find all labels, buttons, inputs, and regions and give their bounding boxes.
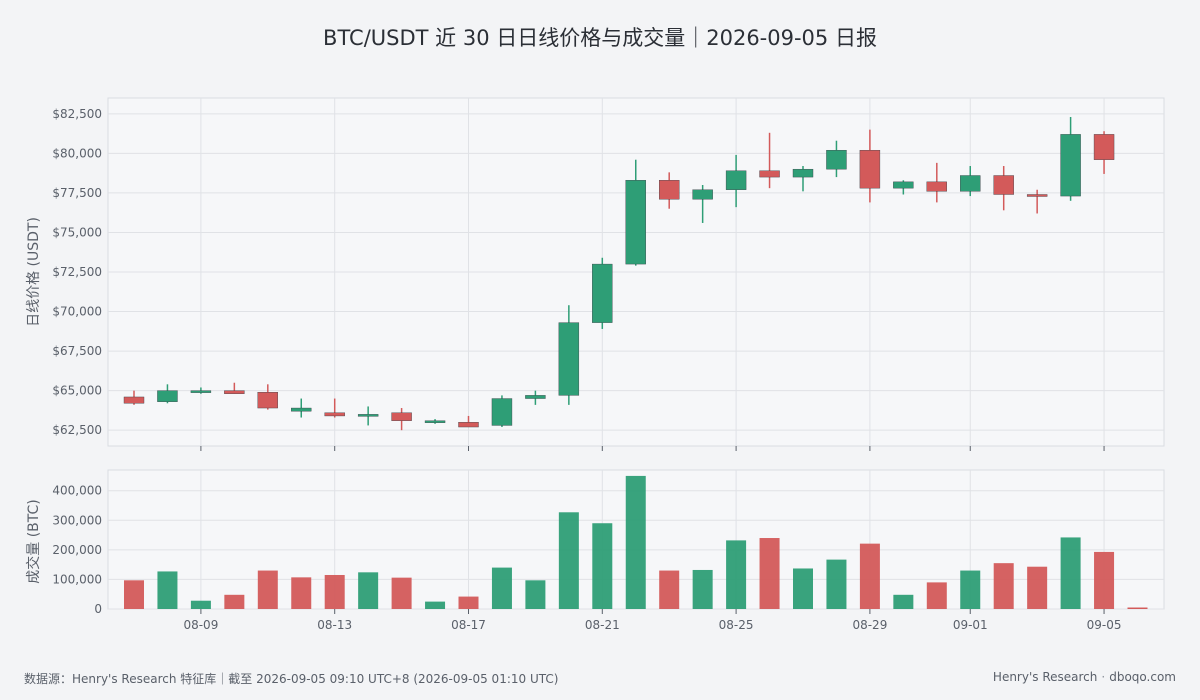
volume-bar (993, 563, 1014, 609)
candle-body (1026, 194, 1048, 197)
candle-body (659, 180, 680, 200)
candle-body (1060, 134, 1081, 197)
volume-bar (124, 580, 144, 609)
candle-body (224, 390, 245, 394)
candle-body (826, 149, 847, 170)
volume-bar (759, 538, 780, 609)
candle-body (893, 181, 914, 189)
x-tick-label: 09-05 (1087, 618, 1122, 632)
candle-body (391, 412, 412, 421)
candle-body (625, 180, 646, 265)
volume-bar (491, 567, 512, 609)
volume-bar (391, 577, 412, 609)
volume-bar (1094, 551, 1115, 609)
candle-body (792, 168, 814, 178)
price-tick-label: $80,000 (52, 146, 102, 160)
candle-body (926, 181, 947, 192)
price-tick-label: $82,500 (52, 107, 102, 121)
chart-title: BTC/USDT 近 30 日日线价格与成交量｜2026-09-05 日报 (323, 26, 877, 50)
candle-body (157, 390, 178, 402)
price-tick-label: $75,000 (52, 225, 102, 239)
volume-bar (1060, 537, 1081, 609)
candle-body (558, 322, 580, 396)
candle-body (123, 396, 145, 404)
candle-body (859, 149, 881, 189)
volume-bar (425, 601, 446, 609)
volume-bar (692, 569, 713, 609)
x-tick-label: 08-21 (585, 618, 620, 632)
volume-bar (1027, 566, 1048, 609)
candle-body (458, 422, 479, 428)
volume-bar (458, 596, 479, 609)
candle-body (993, 175, 1014, 195)
x-tick-label: 09-01 (953, 618, 988, 632)
volume-tick-label: 300,000 (52, 513, 102, 527)
footer-separator: · (1101, 670, 1106, 684)
volume-bar (893, 594, 914, 609)
volume-bar (659, 570, 680, 609)
candle-body (291, 407, 312, 412)
x-tick-label: 08-17 (451, 618, 486, 632)
x-tick-label: 08-29 (852, 618, 887, 632)
price-tick-label: $62,500 (52, 423, 102, 437)
price-y-axis-label: 日线价格 (USDT) (26, 217, 42, 327)
footer-brand: Henry's Research · dboqo.com (993, 670, 1176, 684)
candle-body (1093, 134, 1115, 160)
volume-bar (257, 570, 278, 609)
price-tick-label: $70,000 (52, 305, 102, 319)
volume-y-axis-label: 成交量 (BTC) (25, 499, 42, 584)
volume-tick-label: 0 (94, 602, 102, 616)
candle-body (759, 170, 780, 178)
candle-body (592, 263, 613, 323)
volume-tick-label: 400,000 (52, 484, 102, 498)
candle-body (424, 420, 446, 423)
volume-bar (525, 580, 546, 609)
candle-body (257, 392, 278, 409)
volume-bar (726, 540, 747, 609)
footer-brand-name: Henry's Research (992, 670, 1098, 684)
volume-bar (558, 512, 579, 609)
candle-body (960, 175, 981, 192)
price-tick-label: $77,500 (52, 186, 102, 200)
volume-panel: 0 100,000 200,000 300,000 400,000 08-09 08-13 0… (25, 469, 1165, 632)
candle-body (491, 398, 513, 426)
volume-bar (926, 582, 947, 609)
price-tick-label: $65,000 (52, 384, 102, 398)
footer-domain[interactable]: dboqo.com (1109, 670, 1176, 684)
x-tick-label: 08-25 (719, 618, 754, 632)
x-tick-label: 08-13 (317, 618, 352, 632)
volume-bar (190, 600, 211, 609)
volume-bar (960, 570, 981, 609)
volume-bar (592, 523, 613, 609)
volume-bar (291, 577, 312, 609)
x-tick-label: 08-09 (183, 618, 218, 632)
volume-bar (358, 572, 379, 609)
candle-body (725, 170, 747, 190)
volume-bar (157, 571, 178, 609)
volume-bar (625, 475, 646, 609)
candle-body (692, 189, 713, 200)
footer-source: 数据源：Henry's Research 特征库｜截至 2026-09-05 0… (24, 672, 559, 686)
volume-tick-label: 100,000 (52, 572, 102, 586)
candle-body (190, 390, 212, 393)
candle-body (357, 414, 379, 417)
price-tick-label: $67,500 (52, 344, 102, 358)
candle-body (324, 412, 345, 417)
volume-tick-label: 200,000 (52, 543, 102, 557)
candle-body (525, 395, 546, 399)
price-panel: $62,500 $65,000 $67,500 $70,000 $72,500 $75,0… (26, 97, 1165, 451)
volume-bar (224, 594, 245, 609)
volume-bar (859, 543, 880, 609)
volume-bar (793, 568, 813, 609)
volume-bar (826, 559, 847, 609)
price-tick-label: $72,500 (52, 265, 102, 279)
volume-bar (324, 574, 345, 609)
volume-bar (1127, 607, 1148, 609)
